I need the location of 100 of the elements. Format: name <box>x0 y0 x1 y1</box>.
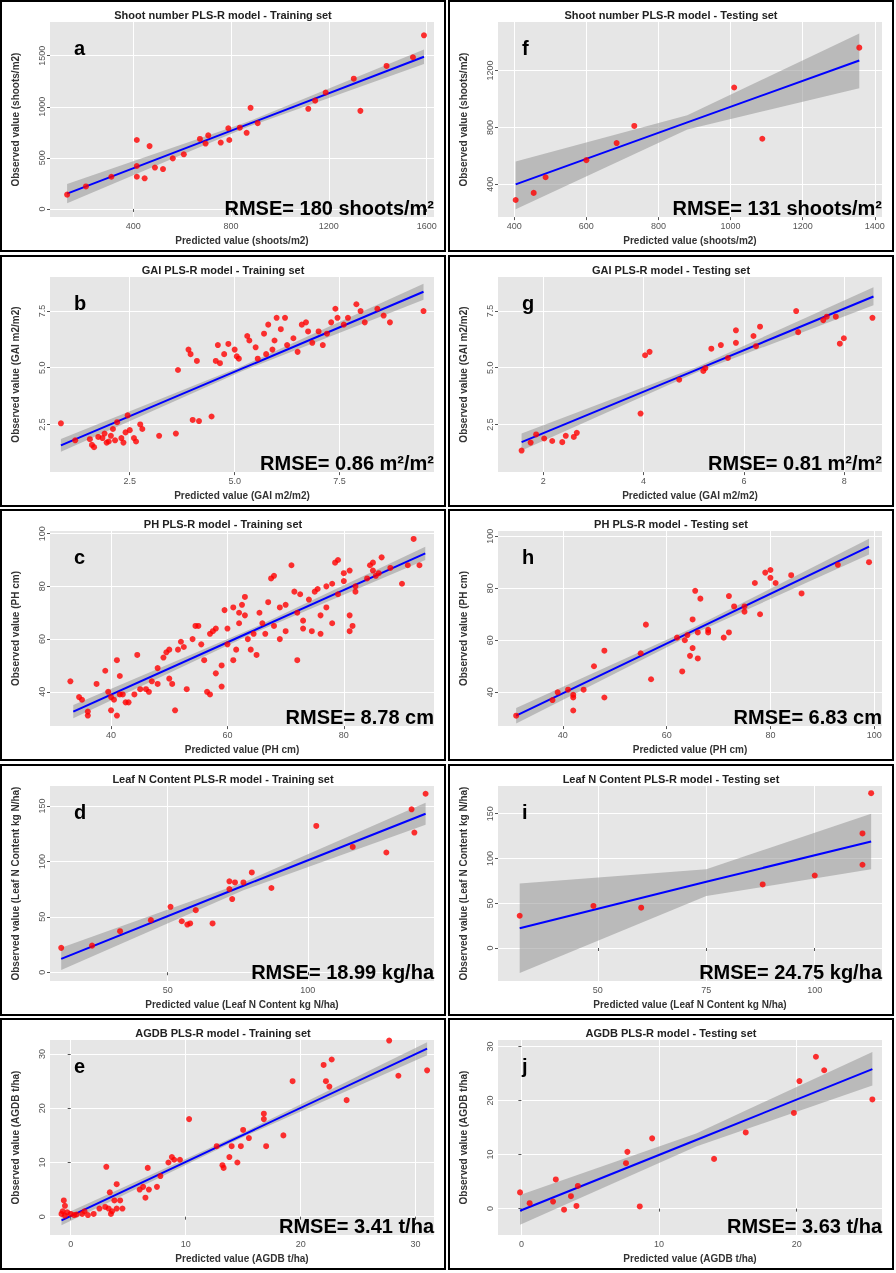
y-tick-label: 30 <box>36 1049 47 1060</box>
y-tick-label: 100 <box>484 850 495 866</box>
x-axis-title: Predicted value (shoots/m2) <box>175 234 309 246</box>
x-tick-label: 600 <box>578 220 594 231</box>
y-tick-label: 10 <box>484 1149 495 1160</box>
y-tick-label: 7.5 <box>36 304 47 317</box>
y-tick-label: 2.5 <box>36 417 47 431</box>
x-tick-label: 0 <box>518 1238 524 1249</box>
chart-title: Leaf N Content PLS-R model - Training set <box>112 772 334 785</box>
y-axis-title: Observed value (GAI m2/m2) <box>457 306 469 443</box>
annotation: RMSE= 3.63 t/ha <box>726 1215 883 1238</box>
x-tick-label: 80 <box>765 729 776 740</box>
x-tick-label: 7.5 <box>333 475 346 486</box>
y-tick-label: 2.5 <box>484 417 495 431</box>
x-tick-label: 5.0 <box>228 475 241 486</box>
y-axis-title: Observed value (AGDB t/ha) <box>9 1070 21 1205</box>
y-tick-label: 0 <box>36 969 47 975</box>
x-tick-label: 10 <box>180 1238 191 1249</box>
x-axis-title: Predicted value (shoots/m2) <box>623 234 757 246</box>
x-tick-label: 1200 <box>792 220 813 231</box>
y-tick-label: 100 <box>484 528 495 544</box>
x-tick-label: 0 <box>68 1238 74 1249</box>
y-tick-label: 7.5 <box>484 304 495 317</box>
chart-title: PH PLS-R model - Training set <box>143 517 303 530</box>
annotation: j <box>521 1055 528 1078</box>
y-axis-title: Observed value (Leaf N Content kg N/ha) <box>9 786 21 981</box>
x-axis-title: Predicted value (AGDB t/ha) <box>623 1252 757 1264</box>
x-tick-label: 1400 <box>864 220 885 231</box>
y-tick-label: 100 <box>36 853 47 869</box>
y-tick-label: 20 <box>484 1095 495 1106</box>
x-tick-label: 1000 <box>720 220 741 231</box>
x-tick-label: 60 <box>222 729 233 740</box>
x-tick-label: 50 <box>592 984 603 995</box>
chart-title: Shoot number PLS-R model - Testing set <box>564 8 778 21</box>
y-tick-label: 1200 <box>484 60 495 81</box>
x-tick-label: 8 <box>841 475 847 486</box>
x-tick-label: 800 <box>223 220 239 231</box>
y-tick-label: 20 <box>36 1103 47 1114</box>
y-tick-label: 150 <box>36 798 47 814</box>
x-tick-label: 20 <box>791 1238 802 1249</box>
x-axis-title: Predicted value (GAI m2/m2) <box>174 489 310 501</box>
y-tick-label: 10 <box>36 1157 47 1168</box>
x-tick-label: 2 <box>540 475 546 486</box>
y-tick-label: 50 <box>484 898 495 909</box>
x-tick-label: 1600 <box>416 220 437 231</box>
x-tick-label: 10 <box>654 1238 665 1249</box>
y-tick-label: 400 <box>484 176 495 192</box>
annotation: RMSE= 0.81 m²/m² <box>708 451 883 474</box>
annotation: g <box>522 291 535 314</box>
x-tick-label: 4 <box>641 475 647 486</box>
chart-title: PH PLS-R model - Testing set <box>594 517 749 530</box>
x-tick-label: 30 <box>410 1238 421 1249</box>
annotation: e <box>74 1055 86 1078</box>
x-axis-title: Predicted value (PH cm) <box>632 743 748 755</box>
annotation: f <box>522 37 529 59</box>
y-tick-label: 0 <box>36 1214 47 1220</box>
x-tick-label: 100 <box>807 984 823 995</box>
y-tick-label: 0 <box>36 206 47 212</box>
annotation: d <box>74 800 87 823</box>
x-tick-label: 400 <box>506 220 522 231</box>
y-tick-label: 60 <box>484 635 495 646</box>
y-axis-title: Observed value (shoots/m2) <box>457 52 469 187</box>
x-tick-label: 75 <box>701 984 712 995</box>
y-axis-title: Observed value (shoots/m2) <box>9 52 21 187</box>
annotation: b <box>74 291 87 314</box>
x-tick-label: 80 <box>338 729 349 740</box>
annotation: RMSE= 18.99 kg/ha <box>251 960 435 983</box>
x-axis-title: Predicted value (Leaf N Content kg N/ha) <box>593 998 787 1010</box>
annotation: RMSE= 180 shoots/m² <box>224 197 435 219</box>
annotation: RMSE= 131 shoots/m² <box>672 197 883 219</box>
x-tick-label: 40 <box>106 729 117 740</box>
y-tick-label: 1500 <box>36 45 47 66</box>
x-tick-label: 100 <box>300 984 316 995</box>
x-tick-label: 100 <box>866 729 882 740</box>
y-tick-label: 500 <box>36 150 47 166</box>
y-tick-label: 0 <box>484 945 495 951</box>
x-tick-label: 20 <box>295 1238 306 1249</box>
y-tick-label: 30 <box>484 1041 495 1052</box>
annotation: i <box>522 800 528 823</box>
x-axis-title: Predicted value (Leaf N Content kg N/ha) <box>145 998 339 1010</box>
y-axis-title: Observed value (GAI m2/m2) <box>9 306 21 443</box>
x-axis-title: Predicted value (AGDB t/ha) <box>175 1252 309 1264</box>
annotation: a <box>74 37 86 59</box>
y-tick-label: 40 <box>36 687 47 698</box>
y-tick-label: 150 <box>484 806 495 822</box>
annotation: RMSE= 3.41 t/ha <box>278 1215 435 1238</box>
x-tick-label: 400 <box>125 220 141 231</box>
annotation: RMSE= 6.83 cm <box>733 706 883 729</box>
y-tick-label: 800 <box>484 119 495 135</box>
annotation: RMSE= 8.78 cm <box>285 706 435 729</box>
y-axis-title: Observed value (Leaf N Content kg N/ha) <box>457 786 469 981</box>
y-axis-title: Observed value (AGDB t/ha) <box>457 1070 469 1205</box>
x-tick-label: 1200 <box>318 220 339 231</box>
y-axis-title: Observed value (PH cm) <box>9 571 21 687</box>
annotation: RMSE= 24.75 kg/ha <box>699 960 883 983</box>
y-tick-label: 60 <box>36 634 47 645</box>
x-tick-label: 60 <box>661 729 672 740</box>
y-tick-label: 100 <box>36 526 47 542</box>
chart-title: Leaf N Content PLS-R model - Testing set <box>562 772 780 785</box>
annotation: h <box>522 546 535 569</box>
